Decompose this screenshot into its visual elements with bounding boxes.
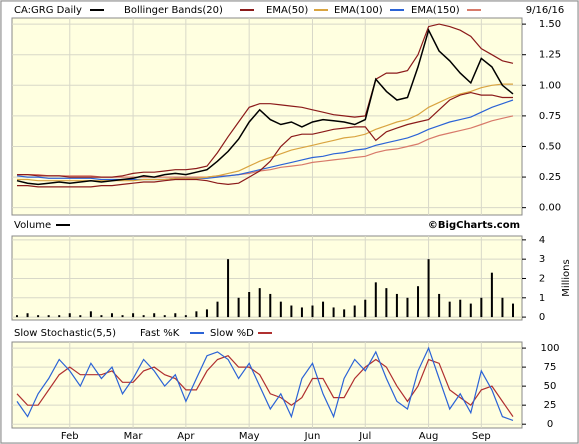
date: 9/16/16 [526, 5, 565, 16]
volume-bar [480, 297, 483, 318]
x-tick-label: Jul [358, 431, 371, 442]
volume-bar [258, 288, 261, 318]
series-line [16, 355, 514, 417]
volume-bar [227, 259, 230, 318]
y-tick-label: 1.50 [539, 19, 561, 30]
y-tick-label: 3 [539, 254, 545, 265]
series-line [16, 346, 514, 421]
volume-bar [205, 309, 208, 318]
y-tick-label: 1.00 [539, 80, 561, 91]
y-tick-label: 1.25 [539, 50, 561, 61]
y-tick-label: 0.50 [539, 141, 561, 152]
series-line-lower [17, 91, 513, 188]
volume-bar [248, 292, 251, 318]
y-tick-label: 75 [544, 362, 557, 373]
y-tick-label: 2 [539, 273, 545, 284]
volume-bar [300, 307, 303, 318]
x-tick-label: Jun [304, 431, 321, 442]
legend-label: CA:GRG Daily [14, 5, 82, 16]
volume-bar [385, 288, 388, 318]
volume-bar [427, 259, 430, 318]
volume-bar [79, 315, 82, 318]
volume-bar [163, 315, 166, 318]
volume-bar [406, 297, 409, 318]
volume-bar [68, 313, 71, 318]
volume-bar [322, 301, 325, 318]
volume-bar [37, 315, 40, 318]
legend-label: EMA(150) [411, 5, 460, 16]
volume-axis-label: Millions [561, 259, 572, 296]
volume-bar [438, 293, 441, 318]
volume-bar [216, 301, 219, 318]
volume-bar [184, 315, 187, 318]
volume-bar [110, 313, 113, 318]
volume-bar [490, 272, 493, 318]
legend-label: Fast %K [140, 328, 180, 339]
volume-bar [269, 293, 272, 318]
x-tick-label: Apr [177, 431, 195, 442]
stochastic-panel [11, 341, 523, 429]
legend-label: EMA(100) [334, 5, 383, 16]
y-tick-label: 0.75 [539, 111, 561, 122]
credit: ©BigCharts.com [428, 220, 520, 231]
volume-bar [448, 301, 451, 318]
volume-bar [195, 311, 198, 318]
stochastic-title: Slow Stochastic(5,5) [14, 328, 116, 339]
series-line [17, 83, 513, 182]
y-tick-label: 100 [540, 343, 559, 354]
x-tick-label: Mar [124, 431, 144, 442]
series-line [17, 23, 514, 178]
volume-bar [237, 297, 240, 318]
legend-label: EMA(50) [266, 5, 308, 16]
volume-bar [395, 293, 398, 318]
y-tick-label: 50 [544, 381, 557, 392]
x-tick-label: Aug [419, 431, 439, 442]
volume-bar [16, 315, 18, 318]
volume-bar [153, 313, 156, 318]
x-tick-label: Feb [61, 431, 79, 442]
volume-bar [100, 315, 103, 318]
x-tick-label: May [239, 431, 260, 442]
volume-bar [469, 303, 472, 318]
y-tick-label: 1 [539, 293, 545, 304]
volume-bar [290, 305, 293, 318]
volume-bar [512, 303, 514, 318]
y-tick-label: 4 [539, 235, 545, 246]
y-tick-label: 0 [539, 312, 545, 323]
volume-bar [58, 315, 61, 318]
volume-title: Volume [14, 220, 51, 231]
volume-bar [417, 286, 420, 318]
x-tick-label: Sep [472, 431, 491, 442]
volume-bar [353, 305, 356, 318]
volume-bar [364, 299, 367, 318]
volume-bar [343, 309, 346, 318]
volume-bar [174, 313, 177, 318]
volume-bar [501, 297, 504, 318]
volume-bar [132, 313, 135, 318]
y-tick-label: 0.00 [539, 203, 561, 214]
y-tick-label: 0.25 [539, 172, 561, 183]
volume-bar [47, 315, 50, 318]
series-line [16, 28, 514, 186]
volume-bar [142, 315, 145, 318]
volume-bar [26, 313, 29, 318]
volume-bar [332, 307, 335, 318]
series-line [16, 99, 514, 181]
volume-bar [121, 315, 124, 318]
y-tick-label: 25 [544, 400, 557, 411]
volume-bar [374, 282, 377, 318]
volume-bar [89, 311, 92, 318]
legend-label: Bollinger Bands(20) [124, 5, 223, 16]
volume-bar [279, 301, 282, 318]
volume-bar [459, 299, 462, 318]
legend-label: Slow %D [210, 328, 254, 339]
y-tick-label: 0 [547, 419, 553, 430]
volume-bar [311, 305, 314, 318]
